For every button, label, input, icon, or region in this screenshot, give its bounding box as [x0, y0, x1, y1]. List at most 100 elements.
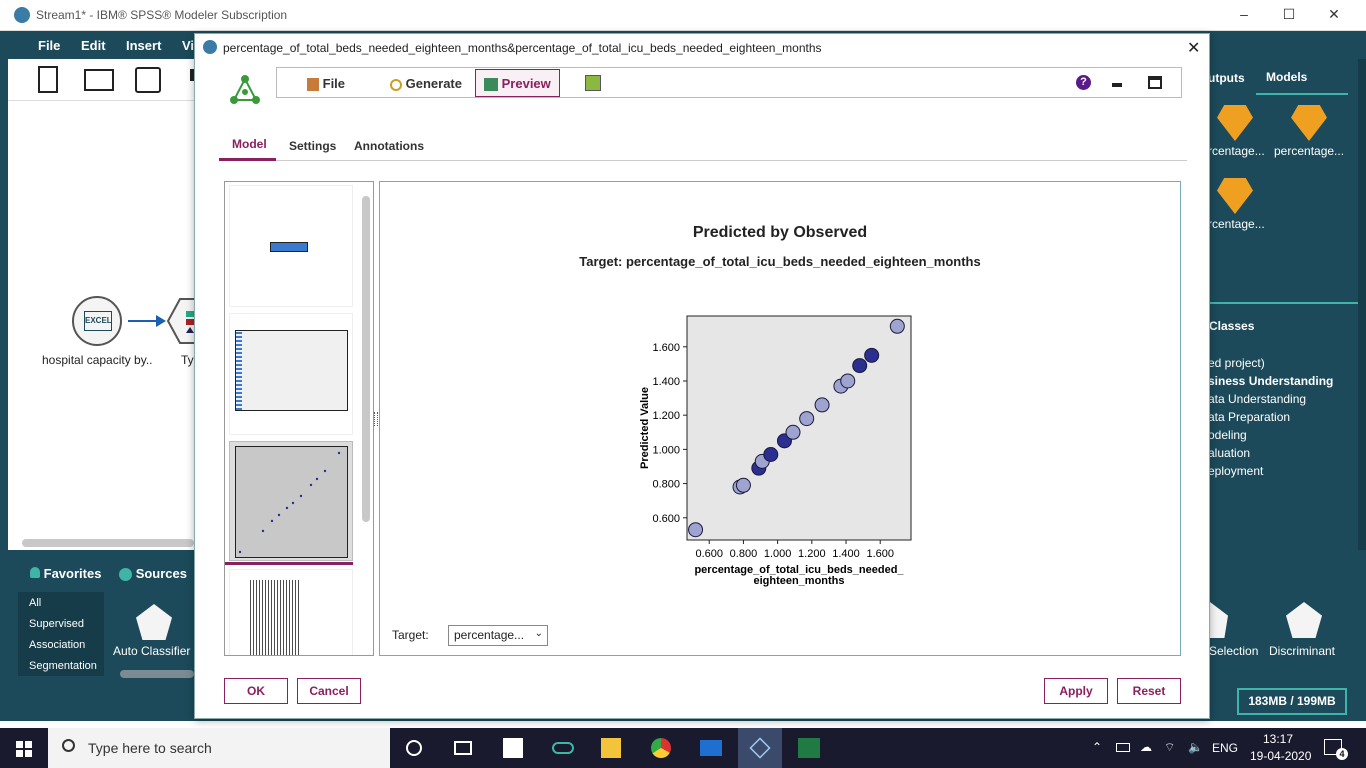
excel-node-icon[interactable]: EXCEL: [72, 296, 122, 346]
thumb-scatter-points: [238, 451, 341, 554]
splitter-handle[interactable]: [374, 412, 378, 426]
clock-time[interactable]: 13:17: [1263, 732, 1294, 746]
category-all[interactable]: All: [29, 597, 42, 609]
classes-header: Classes: [1209, 319, 1255, 333]
thumbnail-scrollbar[interactable]: [362, 196, 370, 522]
divider: [1208, 302, 1366, 304]
dialog-close-icon[interactable]: ✕: [1187, 40, 1201, 57]
memory-indicator[interactable]: 183MB / 199MB: [1237, 688, 1347, 715]
palette-right: Selection Discriminant: [1208, 550, 1366, 685]
export-table-icon[interactable]: [585, 75, 601, 91]
excel-icon[interactable]: [798, 738, 820, 758]
y-tick-label: 1.600: [652, 342, 680, 354]
tray-chevron-icon[interactable]: ⌃: [1092, 740, 1103, 754]
file-explorer-icon[interactable]: [601, 738, 621, 758]
model-nugget-icon[interactable]: [1291, 105, 1327, 141]
task-view-icon[interactable]: [454, 741, 472, 755]
wifi-icon[interactable]: ⌔: [1164, 740, 1176, 754]
class-item[interactable]: ed project): [1208, 356, 1265, 370]
target-row: Target: percentage... ⌄: [392, 625, 548, 646]
stream-canvas[interactable]: EXCEL hospital capacity by.. Ty: [8, 101, 196, 550]
close-button[interactable]: ✕: [1328, 6, 1340, 22]
x-axis-label-line2: eighteen_months: [753, 575, 844, 587]
class-item[interactable]: aluation: [1208, 446, 1251, 460]
mail-icon[interactable]: [700, 740, 722, 756]
thumbnail-item[interactable]: [229, 185, 353, 307]
tab-model[interactable]: Model: [232, 137, 267, 151]
help-icon[interactable]: ?: [1076, 75, 1091, 90]
chrome-icon[interactable]: [651, 738, 671, 758]
connector-arrow-icon: [128, 315, 166, 327]
cancel-button[interactable]: Cancel: [297, 678, 361, 704]
app-icon: [14, 7, 30, 23]
x-tick-label: 1.600: [866, 548, 894, 560]
category-segmentation[interactable]: Segmentation: [29, 660, 97, 672]
notification-icon[interactable]: [1324, 739, 1342, 755]
tab-settings[interactable]: Settings: [289, 139, 337, 153]
x-tick-label: 1.000: [764, 548, 792, 560]
thumbnail-item[interactable]: [229, 313, 353, 435]
scatter-plot: 0.600 0.800 1.000 1.200 1.400 1.600 0.600 0.80…: [639, 315, 912, 587]
maximize-icon[interactable]: [1148, 76, 1162, 89]
battery-icon[interactable]: [1116, 743, 1130, 752]
save-icon[interactable]: [135, 67, 161, 93]
main-titlebar: Stream1* - IBM® SPSS® Modeler Subscripti…: [0, 0, 1366, 31]
tab-models[interactable]: Models: [1266, 70, 1308, 84]
search-icon: [62, 739, 75, 752]
generate-menu-button[interactable]: Generate: [382, 71, 470, 96]
y-tick-label: 1.000: [652, 444, 680, 456]
category-association[interactable]: Association: [29, 639, 86, 651]
y-tick-label: 0.600: [652, 513, 680, 525]
thumbnail-item-selected[interactable]: [229, 441, 353, 561]
file-label: File: [322, 76, 346, 91]
menu-view[interactable]: Vi: [182, 38, 195, 53]
cortana-icon[interactable]: [406, 740, 422, 756]
preview-button[interactable]: Preview: [475, 69, 560, 97]
tab-favorites[interactable]: Favorites: [43, 566, 102, 581]
type-node-icon[interactable]: [166, 297, 196, 345]
tab-outputs[interactable]: utputs: [1208, 71, 1245, 85]
windows-start-icon[interactable]: [16, 741, 32, 757]
spss-icon: [749, 737, 771, 759]
store-icon[interactable]: [503, 738, 523, 758]
class-item[interactable]: odeling: [1208, 428, 1247, 442]
menu-edit[interactable]: Edit: [81, 38, 106, 53]
model-nugget-icon[interactable]: [1217, 105, 1253, 141]
thumb-bar: [270, 242, 308, 252]
menu-insert[interactable]: Insert: [126, 38, 162, 53]
ok-button[interactable]: OK: [224, 678, 288, 704]
new-file-icon[interactable]: [38, 66, 58, 93]
class-item[interactable]: ata Preparation: [1208, 410, 1291, 424]
reset-button[interactable]: Reset: [1117, 678, 1181, 704]
canvas-scrollbar[interactable]: [22, 539, 194, 547]
palette-scrollbar[interactable]: [120, 670, 194, 678]
search-box[interactable]: Type here to search: [48, 728, 390, 768]
target-dropdown[interactable]: percentage... ⌄: [448, 625, 548, 646]
menu-file[interactable]: File: [38, 38, 61, 53]
selection-node-icon[interactable]: [1210, 602, 1228, 638]
category-supervised[interactable]: Supervised: [29, 618, 85, 630]
panel-scrollbar[interactable]: [1358, 59, 1366, 550]
clock-date[interactable]: 19-04-2020: [1250, 749, 1312, 763]
thumbnail-item[interactable]: [229, 569, 353, 655]
scatter-point: [688, 522, 704, 538]
class-item[interactable]: eployment: [1208, 464, 1264, 478]
spss-taskbar-active[interactable]: [738, 728, 782, 768]
maximize-button[interactable]: ☐: [1282, 6, 1296, 22]
preview-icon: [484, 78, 498, 92]
language-indicator[interactable]: ENG: [1212, 741, 1239, 755]
minimize-button[interactable]: –: [1240, 6, 1248, 22]
class-item[interactable]: ata Understanding: [1208, 392, 1307, 406]
volume-icon[interactable]: 🔈: [1188, 740, 1203, 754]
minimize-icon[interactable]: [1112, 83, 1122, 87]
discriminant-node-icon[interactable]: [1286, 602, 1322, 638]
tab-annotations[interactable]: Annotations: [354, 139, 424, 153]
cloud-icon[interactable]: ☁: [1140, 740, 1152, 754]
apply-button[interactable]: Apply: [1044, 678, 1108, 704]
arduino-icon[interactable]: [552, 742, 574, 754]
class-item[interactable]: siness Understanding: [1208, 374, 1334, 388]
open-folder-icon[interactable]: [84, 69, 114, 91]
tab-sources[interactable]: Sources: [135, 566, 187, 581]
model-nugget-icon[interactable]: [1217, 178, 1253, 214]
file-menu-button[interactable]: File: [299, 71, 353, 96]
